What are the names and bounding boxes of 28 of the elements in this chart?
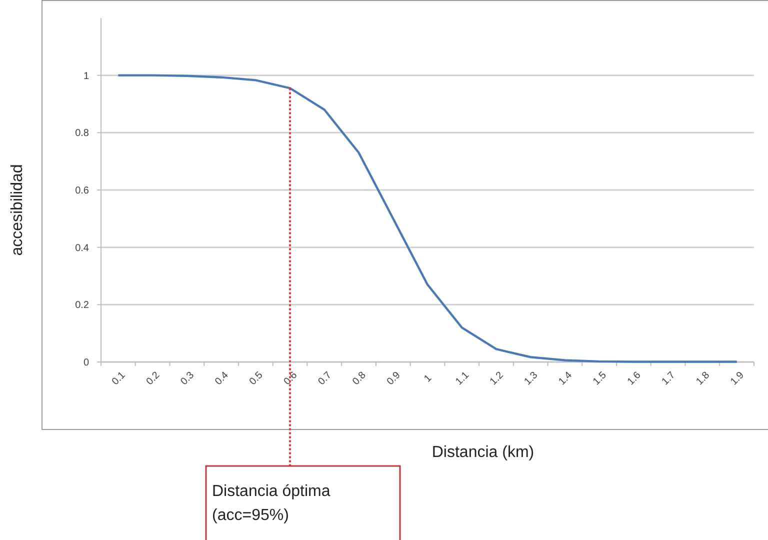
x-tick-label: 0.4 <box>213 370 232 388</box>
x-tick-label: 1.7 <box>660 370 678 388</box>
x-tick-label: 1.3 <box>522 370 540 388</box>
x-tick-label: 1.2 <box>488 370 506 388</box>
x-axis-title: Distancia (km) <box>432 444 534 461</box>
x-tick-label: 1.5 <box>591 370 610 388</box>
line-series <box>117 74 738 363</box>
x-tick-label: 1.9 <box>728 370 747 388</box>
annotation: Distancia óptima (acc=95%) <box>212 483 330 524</box>
x-tick-label: 0.5 <box>248 370 266 388</box>
x-tick-label: 0.3 <box>178 370 197 388</box>
y-tick-label: 0.4 <box>75 242 90 254</box>
x-tick-label: 1.1 <box>454 370 472 388</box>
x-tick-label: 0.9 <box>385 370 403 388</box>
x-tick-label: 0.8 <box>350 370 369 388</box>
x-tick-label: 0.2 <box>144 370 162 388</box>
y-axis-title: accesibilidad <box>9 164 26 256</box>
x-tick-label: 0.7 <box>316 370 334 388</box>
x-tick-label: 0.1 <box>110 370 128 388</box>
x-tick-label: 1 <box>422 372 434 385</box>
y-tick-label: 0.6 <box>75 186 90 196</box>
x-tick-label: 1.4 <box>556 370 575 388</box>
y-tick-label: 0.2 <box>75 300 90 312</box>
y-tick-label: 0.8 <box>75 128 90 140</box>
y-tick-label: 1 <box>83 70 90 82</box>
x-tick-label: 1.6 <box>626 370 644 388</box>
y-tick-label: 0 <box>83 358 90 368</box>
x-tick-label: 1.8 <box>694 370 712 388</box>
